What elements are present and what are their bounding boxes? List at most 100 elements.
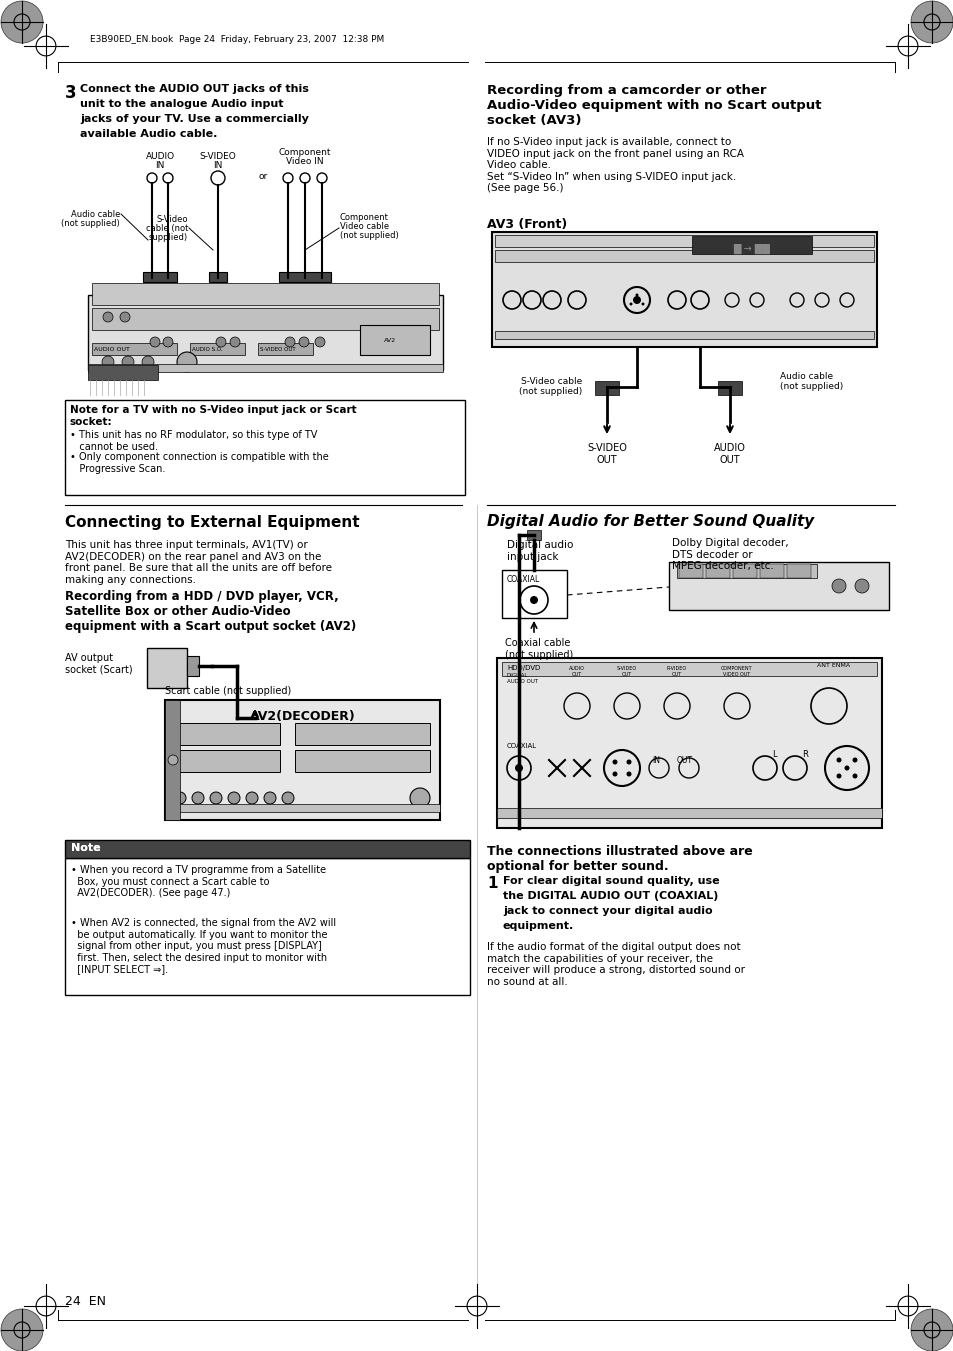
Bar <box>91 282 438 305</box>
Circle shape <box>843 766 848 770</box>
Bar <box>691 236 811 254</box>
Circle shape <box>168 755 178 765</box>
Text: E3B90ED_EN.book  Page 24  Friday, February 23, 2007  12:38 PM: E3B90ED_EN.book Page 24 Friday, February… <box>90 35 384 45</box>
Bar <box>143 272 177 282</box>
Text: AV output
socket (Scart): AV output socket (Scart) <box>65 653 132 674</box>
Text: unit to the analogue Audio input: unit to the analogue Audio input <box>80 99 283 109</box>
Text: equipment with a Scart output socket (AV2): equipment with a Scart output socket (AV… <box>65 620 355 634</box>
Text: available Audio cable.: available Audio cable. <box>80 128 217 139</box>
Text: Video IN: Video IN <box>286 157 323 166</box>
Text: OUT: OUT <box>677 757 692 765</box>
Bar <box>294 750 430 771</box>
Bar <box>595 381 618 394</box>
Circle shape <box>633 296 640 304</box>
Bar <box>677 563 816 578</box>
Bar <box>501 662 876 676</box>
Bar <box>91 343 177 355</box>
Text: Audio-Video equipment with no Scart output: Audio-Video equipment with no Scart outp… <box>486 99 821 112</box>
Bar <box>91 308 438 330</box>
Text: 3: 3 <box>65 84 76 101</box>
Text: • When you record a TV programme from a Satellite
  Box, you must connect a Scar: • When you record a TV programme from a … <box>71 865 326 898</box>
Circle shape <box>142 357 153 367</box>
Bar <box>88 295 442 370</box>
Text: socket (AV3): socket (AV3) <box>486 113 581 127</box>
Bar <box>88 365 158 380</box>
Bar <box>165 700 180 820</box>
Circle shape <box>150 336 160 347</box>
Circle shape <box>264 792 275 804</box>
Bar <box>495 250 873 262</box>
Text: Note: Note <box>71 843 100 852</box>
Circle shape <box>629 303 632 305</box>
Circle shape <box>410 788 430 808</box>
Bar <box>65 400 464 494</box>
Text: ANT ENMA: ANT ENMA <box>816 663 849 667</box>
Text: AUDIO OUT: AUDIO OUT <box>94 347 130 353</box>
Text: 24  EN: 24 EN <box>65 1296 106 1308</box>
Circle shape <box>612 771 617 777</box>
Text: • This unit has no RF modulator, so this type of TV
   cannot be used.: • This unit has no RF modulator, so this… <box>70 430 317 451</box>
Text: S-Video cable
(not supplied): S-Video cable (not supplied) <box>518 377 581 396</box>
Circle shape <box>120 312 130 322</box>
Text: S-VIDEO OUT: S-VIDEO OUT <box>260 347 295 353</box>
Bar <box>501 570 566 617</box>
Text: jack to connect your digital audio: jack to connect your digital audio <box>502 907 712 916</box>
Text: Component: Component <box>278 149 331 157</box>
Bar <box>187 657 199 676</box>
Circle shape <box>530 596 537 604</box>
Text: L: L <box>771 750 776 759</box>
Text: AUDIO: AUDIO <box>145 153 174 161</box>
Circle shape <box>626 771 631 777</box>
Text: supplied): supplied) <box>149 232 188 242</box>
Text: Note: Note <box>71 843 100 852</box>
Circle shape <box>910 1309 952 1351</box>
Text: 1: 1 <box>486 875 497 892</box>
Bar <box>497 808 882 817</box>
Text: jacks of your TV. Use a commercially: jacks of your TV. Use a commercially <box>80 113 309 124</box>
Bar <box>65 840 470 858</box>
Text: Recording from a HDD / DVD player, VCR,: Recording from a HDD / DVD player, VCR, <box>65 590 338 603</box>
Bar <box>170 723 280 744</box>
Bar <box>257 343 313 355</box>
Text: Coaxial cable
(not supplied): Coaxial cable (not supplied) <box>504 638 573 659</box>
Text: This unit has three input terminals, AV1(TV) or
AV2(DECODER) on the rear panel a: This unit has three input terminals, AV1… <box>65 540 332 585</box>
Bar <box>679 563 702 578</box>
Bar <box>65 858 470 994</box>
Text: HDD/DVD: HDD/DVD <box>506 665 539 671</box>
Text: S-VIDEO
OUT: S-VIDEO OUT <box>586 443 626 465</box>
Text: Scart cable (not supplied): Scart cable (not supplied) <box>165 686 291 696</box>
Circle shape <box>215 336 226 347</box>
Text: Audio cable: Audio cable <box>71 209 120 219</box>
Circle shape <box>314 336 325 347</box>
Bar <box>147 648 187 688</box>
Circle shape <box>1 1 43 43</box>
Text: R: R <box>801 750 807 759</box>
Text: (not supplied): (not supplied) <box>61 219 120 228</box>
Circle shape <box>230 336 240 347</box>
Bar <box>209 272 227 282</box>
Text: If the audio format of the digital output does not
match the capabilities of you: If the audio format of the digital outpu… <box>486 942 744 986</box>
Text: IN: IN <box>651 757 659 765</box>
Text: AV3 (Front): AV3 (Front) <box>486 218 567 231</box>
Circle shape <box>285 336 294 347</box>
Bar <box>497 658 882 828</box>
Circle shape <box>228 792 240 804</box>
Circle shape <box>910 1 952 43</box>
Bar <box>786 563 810 578</box>
Bar <box>668 562 888 611</box>
Bar <box>359 326 430 355</box>
Circle shape <box>103 312 112 322</box>
Text: or: or <box>258 172 268 181</box>
Bar <box>65 840 470 858</box>
Circle shape <box>635 293 638 296</box>
Text: COMPONENT
VIDEO OUT: COMPONENT VIDEO OUT <box>720 666 752 677</box>
Text: the DIGITAL AUDIO OUT (COAXIAL): the DIGITAL AUDIO OUT (COAXIAL) <box>502 892 718 901</box>
Text: (not supplied): (not supplied) <box>339 231 398 240</box>
Text: R-VIDEO
OUT: R-VIDEO OUT <box>666 666 686 677</box>
Text: COAXIAL: COAXIAL <box>506 743 537 748</box>
Bar <box>495 235 873 247</box>
Text: equipment.: equipment. <box>502 921 574 931</box>
Circle shape <box>177 353 196 372</box>
Text: If no S-Video input jack is available, connect to
VIDEO input jack on the front : If no S-Video input jack is available, c… <box>486 136 743 193</box>
Circle shape <box>852 758 857 762</box>
